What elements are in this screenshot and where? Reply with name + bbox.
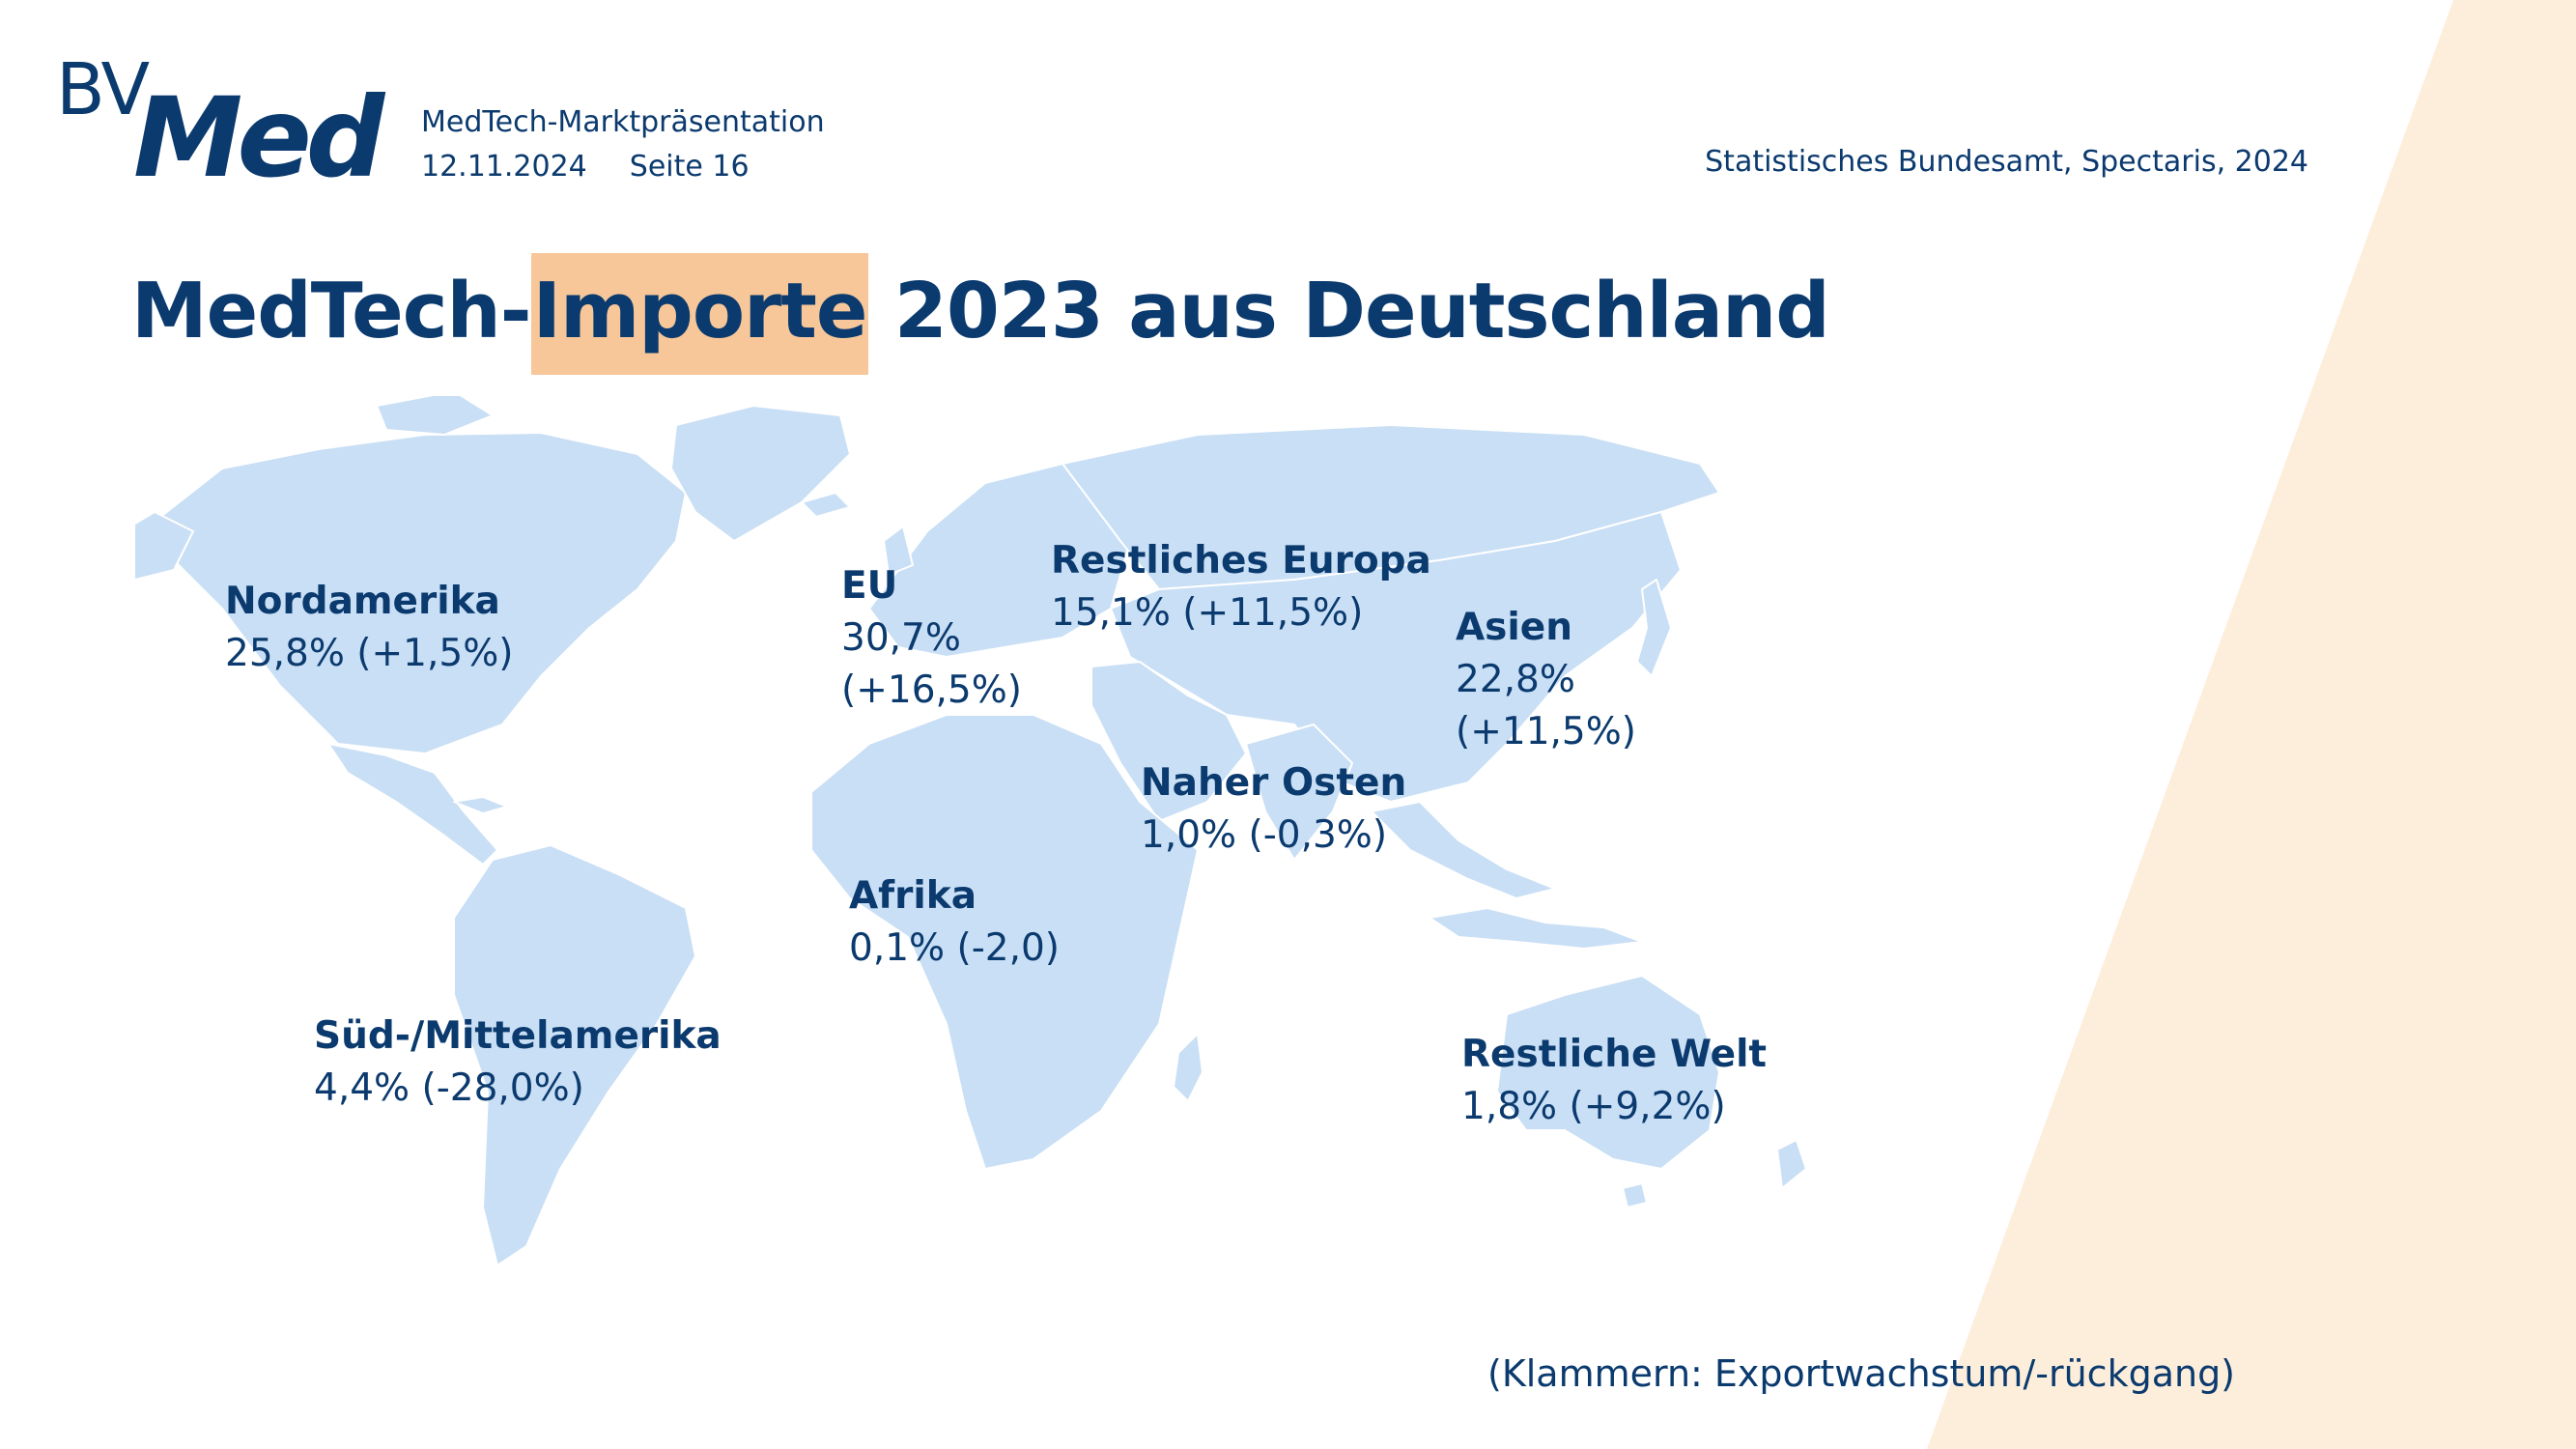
title-part2: 2023 aus Deutschland — [868, 267, 1830, 355]
region-share: 1,8% (+9,2%) — [1461, 1085, 1726, 1128]
map-europe — [868, 463, 1131, 658]
map-new-zealand — [1776, 1139, 1807, 1189]
world-map — [135, 396, 1807, 1266]
region-share: 15,1% (+11,5%) — [1051, 591, 1364, 635]
region-name: Süd-/Mittelamerika — [314, 1014, 722, 1058]
region-restliches-europa: Restliches Europa 15,1% (+11,5%) — [1051, 535, 1431, 639]
page-title: MedTech-Importe 2023 aus Deutschland — [131, 253, 1830, 375]
region-share: 0,1% (-2,0) — [849, 926, 1061, 970]
region-growth: (+16,5%) — [841, 668, 1023, 712]
map-central-america — [327, 743, 498, 866]
region-share: 1,0% (-0,3%) — [1141, 813, 1388, 857]
footnote: (Klammern: Exportwachstum/-rückgang) — [1487, 1352, 2236, 1395]
region-afrika: Afrika 0,1% (-2,0) — [849, 870, 1060, 975]
map-uk — [883, 526, 914, 576]
region-sued-mittelamerika: Süd-/Mittelamerika 4,4% (-28,0%) — [314, 1010, 722, 1115]
map-japan — [1636, 579, 1672, 677]
source-note: Statistisches Bundesamt, Spectaris, 2024 — [1705, 145, 2308, 179]
region-nordamerika: Nordamerika 25,8% (+1,5%) — [225, 576, 513, 680]
presentation-subtitle: MedTech-Marktpräsentation — [421, 105, 825, 139]
map-south-america — [453, 844, 696, 1266]
title-highlight: Importe — [530, 253, 869, 375]
map-arctic-islands — [376, 396, 494, 436]
region-share: 30,7% — [841, 616, 961, 660]
logo-med-text: Med — [133, 73, 384, 202]
region-name: Restliche Welt — [1461, 1033, 1768, 1076]
map-greenland — [670, 405, 851, 542]
map-iceland — [801, 492, 851, 518]
map-middle-east — [1090, 661, 1247, 822]
map-caribbean — [453, 796, 508, 814]
region-name: Naher Osten — [1141, 761, 1407, 805]
map-madagascar — [1173, 1033, 1203, 1102]
header-meta: MedTech-Marktpräsentation 12.11.2024 Seit… — [421, 100, 825, 189]
logo-bv-text: BV — [56, 48, 150, 131]
region-share: 25,8% (+1,5%) — [225, 632, 514, 675]
region-share: 22,8% — [1456, 658, 1575, 701]
region-share: 4,4% (-28,0%) — [314, 1066, 584, 1110]
map-alaska — [135, 511, 194, 581]
map-india — [1245, 724, 1353, 861]
region-growth: (+11,5%) — [1456, 710, 1637, 753]
region-eu: EU 30,7% (+16,5%) — [841, 560, 1022, 717]
region-name: Afrika — [849, 874, 977, 918]
map-southeast-asia — [1371, 801, 1556, 899]
region-name: Asien — [1456, 606, 1572, 649]
region-name: Restliches Europa — [1051, 539, 1431, 582]
region-restliche-welt: Restliche Welt 1,8% (+9,2%) — [1461, 1029, 1767, 1133]
region-asien: Asien 22,8% (+11,5%) — [1456, 602, 1636, 758]
map-tasmania — [1622, 1182, 1648, 1208]
header-date-page: 12.11.2024 Seite 16 — [421, 145, 825, 189]
map-indonesia — [1429, 907, 1643, 950]
title-part1: MedTech- — [131, 267, 532, 355]
map-africa — [810, 714, 1199, 1170]
bvmed-logo: BV Med — [56, 48, 384, 193]
page-number: Seite 16 — [629, 150, 750, 184]
map-north-america — [154, 432, 687, 754]
region-name: EU — [841, 564, 898, 608]
region-naher-osten: Naher Osten 1,0% (-0,3%) — [1141, 757, 1406, 862]
region-name: Nordamerika — [225, 580, 500, 623]
presentation-date: 12.11.2024 — [421, 150, 587, 184]
map-australia — [1496, 975, 1720, 1170]
